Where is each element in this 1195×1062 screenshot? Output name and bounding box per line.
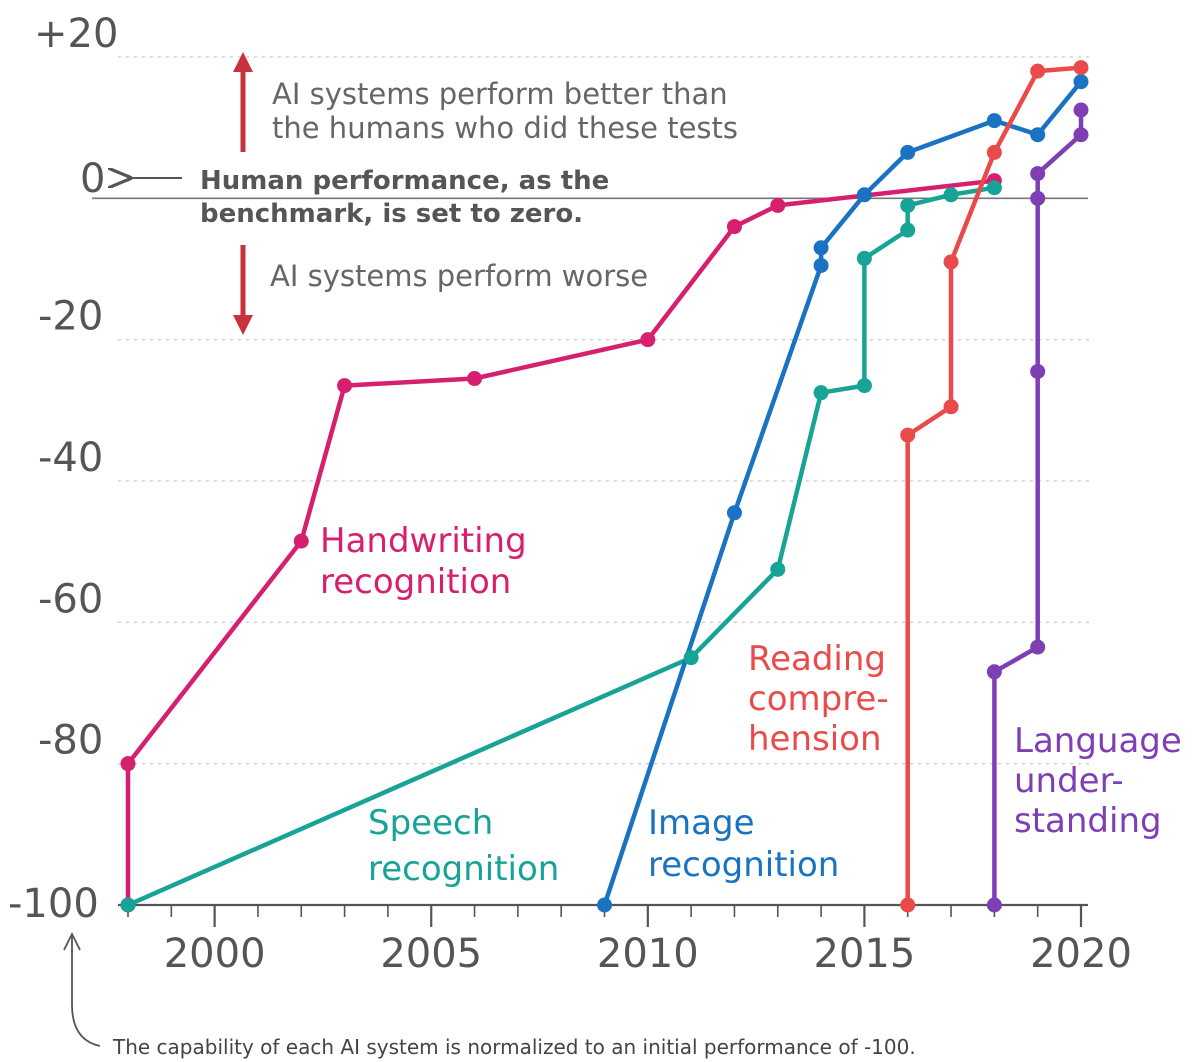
y-tick-label: -80: [38, 718, 103, 764]
series-point-2: [813, 240, 829, 256]
x-tick-label: 2020: [1030, 931, 1132, 977]
series-point-2: [1030, 127, 1046, 143]
image-label-line-2: recognition: [648, 845, 839, 885]
series-point-1: [856, 250, 872, 266]
series-point-1: [683, 650, 699, 666]
series-point-1: [813, 385, 829, 401]
series-point-1: [120, 897, 136, 913]
series-point-4: [1073, 127, 1089, 143]
x-tick-label: 2010: [597, 931, 699, 977]
speech-label-line-2: recognition: [368, 849, 559, 889]
benchmark-text-line-2: benchmark, is set to zero.: [200, 199, 583, 229]
x-tick-label: 2005: [380, 931, 482, 977]
reading-label-line-1: Reading: [748, 639, 886, 679]
series-line-1: [125, 185, 997, 908]
y-tick-label: -40: [38, 435, 103, 481]
series-point-0: [337, 378, 353, 394]
benchmark-text-line-1: Human performance, as the: [200, 166, 609, 196]
series-point-3: [943, 399, 959, 415]
y-tick-label: +20: [34, 11, 118, 57]
series-line-4: [992, 107, 1084, 908]
series-point-1: [770, 561, 786, 577]
footnote-arrow-head: [63, 931, 81, 951]
series-point-0: [726, 219, 742, 235]
series-point-0: [293, 533, 309, 549]
series-point-4: [1030, 639, 1046, 655]
series-point-3: [943, 254, 959, 270]
series-point-4: [1030, 190, 1046, 206]
series-point-2: [900, 144, 916, 160]
series-point-4: [1030, 363, 1046, 379]
image-label-line-1: Image: [648, 803, 754, 843]
series-point-3: [1073, 60, 1089, 76]
better-text-line-2: the humans who did these tests: [272, 111, 738, 145]
series-point-3: [986, 144, 1002, 160]
worse-arrow-head: [233, 315, 253, 335]
better-arrow-head: [233, 52, 253, 72]
series-point-1: [986, 180, 1002, 196]
y-tick-label: -60: [38, 576, 103, 622]
annotation-block: AI systems perform better than the human…: [80, 52, 738, 335]
series-point-4: [1030, 166, 1046, 182]
series-point-1: [856, 378, 872, 394]
footnote-block: The capability of each AI system is norm…: [63, 931, 916, 1059]
handwriting-label-line-1: Handwriting: [320, 521, 527, 561]
series-point-1: [900, 197, 916, 213]
series-point-2: [1073, 74, 1089, 90]
reading-label-line-3: hension: [748, 719, 882, 759]
zero-tick-label: 0: [80, 156, 105, 202]
series-point-3: [900, 897, 916, 913]
series-labels: Handwriting recognition Speech recogniti…: [320, 521, 1182, 889]
series-point-4: [986, 664, 1002, 680]
series-point-0: [467, 371, 483, 387]
language-label-line-3: standing: [1014, 801, 1162, 841]
gridlines: [118, 56, 1090, 765]
y-tick-label: -100: [8, 881, 99, 927]
series-point-3: [900, 427, 916, 443]
series-point-3: [1030, 63, 1046, 79]
footnote-text: The capability of each AI system is norm…: [112, 1035, 916, 1059]
series-point-1: [900, 222, 916, 238]
language-label-line-1: Language: [1014, 721, 1182, 761]
series-point-4: [1073, 102, 1089, 118]
language-label-line-2: under-: [1014, 761, 1124, 801]
better-text-line-1: AI systems perform better than: [272, 77, 728, 111]
series-point-4: [986, 897, 1002, 913]
series-point-2: [597, 897, 612, 913]
series-point-2: [856, 187, 872, 203]
series-point-2: [986, 113, 1002, 129]
series-point-2: [813, 257, 829, 273]
y-tick-label: -20: [38, 294, 103, 340]
speech-label-line-1: Speech: [368, 803, 493, 843]
footnote-curve-arrow: [71, 935, 101, 1047]
series-line-2: [602, 79, 1084, 908]
series-point-1: [943, 187, 959, 203]
x-tick-label: 2000: [164, 931, 266, 977]
x-tick-label: 2015: [814, 931, 916, 977]
axes: +20 -20 -40 -60 -80 -100 2000 2005 2010 2015 2020: [8, 11, 1132, 977]
handwriting-label-line-2: recognition: [320, 562, 511, 602]
series-point-2: [726, 505, 742, 521]
series-point-0: [640, 332, 656, 348]
series-point-0: [770, 197, 786, 213]
reading-label-line-2: compre-: [748, 679, 889, 719]
series-points: [120, 60, 1089, 913]
worse-text: AI systems perform worse: [270, 259, 648, 293]
series-point-0: [120, 756, 136, 772]
